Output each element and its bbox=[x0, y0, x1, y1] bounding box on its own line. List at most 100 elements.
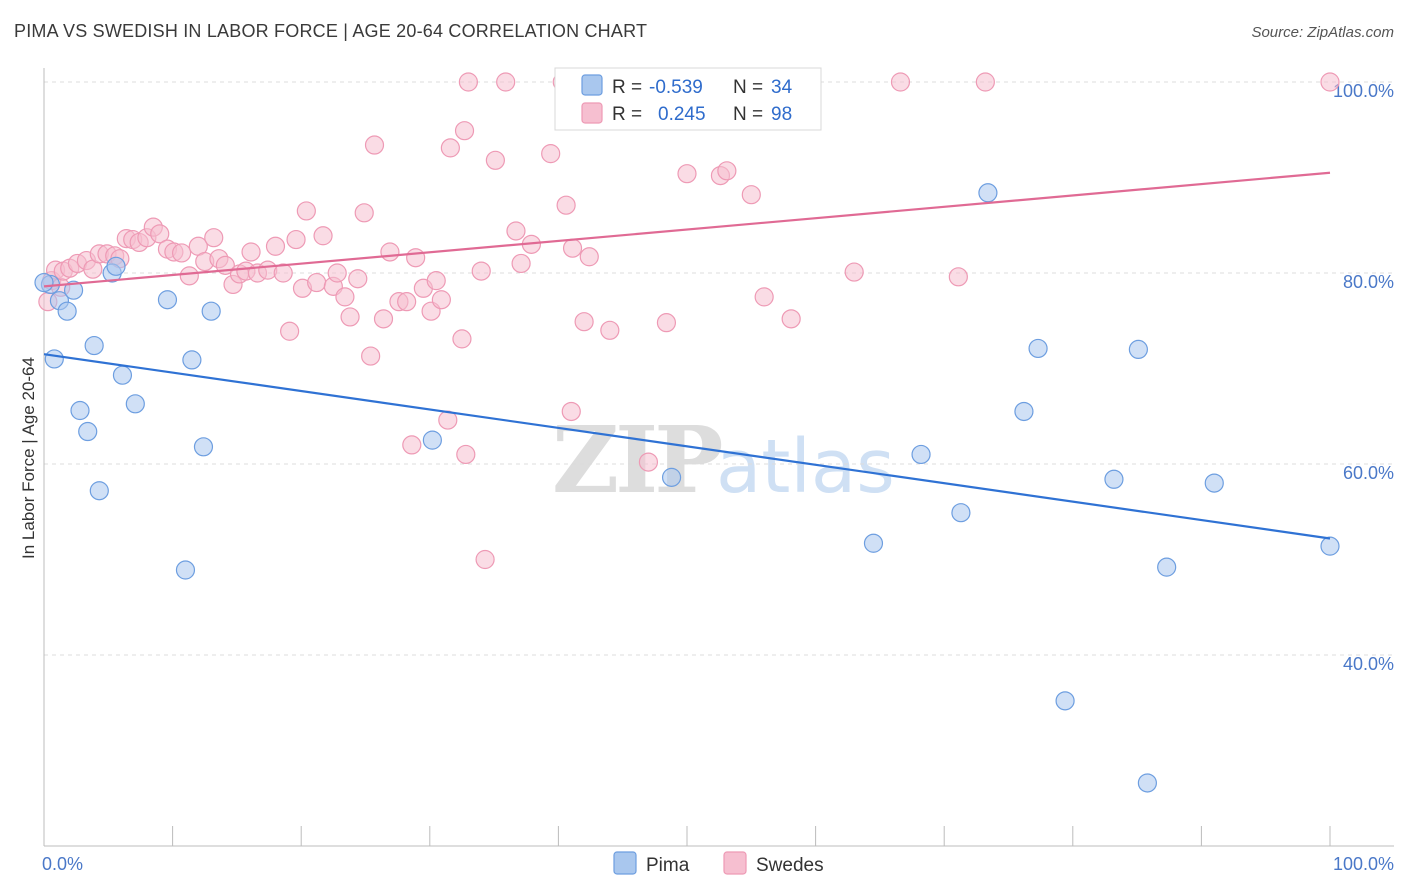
swedes-point-63 bbox=[454, 121, 475, 141]
pima-legend-swatch bbox=[581, 74, 603, 96]
swedes-point-37 bbox=[286, 229, 306, 250]
chart-title: PIMA VS SWEDISH IN LABOR FORCE | AGE 20-… bbox=[14, 21, 648, 41]
pima-point-15 bbox=[182, 350, 202, 370]
swedes-point-45 bbox=[340, 307, 360, 327]
swedes-point-18 bbox=[150, 224, 170, 244]
source-credit: Source: ZipAtlas.com bbox=[1251, 24, 1394, 41]
swedes-point-77 bbox=[562, 238, 583, 258]
swedes-point-82 bbox=[656, 313, 677, 333]
swedes-point-47 bbox=[354, 203, 374, 223]
pima-point-16 bbox=[193, 437, 214, 457]
pima-point-21 bbox=[863, 533, 884, 553]
pima-point-2 bbox=[44, 349, 64, 369]
swedes-point-91 bbox=[948, 267, 968, 287]
y-tick-label-100: 100.0% bbox=[1333, 81, 1394, 101]
swedes-point-48 bbox=[361, 346, 381, 366]
pima-point-30 bbox=[1157, 557, 1177, 577]
pima-point-29 bbox=[1137, 773, 1157, 793]
pima-point-13 bbox=[157, 290, 178, 310]
swedes-point-35 bbox=[273, 263, 293, 283]
swedes-point-76 bbox=[561, 401, 581, 422]
pima-point-12 bbox=[125, 394, 145, 414]
pima-point-23 bbox=[951, 503, 971, 523]
swedes-point-43 bbox=[327, 263, 347, 283]
swedes-point-75 bbox=[556, 195, 576, 215]
swedes-point-46 bbox=[348, 269, 368, 289]
y-tick-label-80: 80.0% bbox=[1343, 272, 1394, 292]
swedes-point-71 bbox=[511, 253, 531, 274]
x-tick-label-max: 100.0% bbox=[1333, 854, 1394, 874]
pima-point-32 bbox=[1320, 536, 1340, 556]
pima-point-27 bbox=[1104, 469, 1124, 489]
pima-point-33 bbox=[34, 272, 54, 293]
y-tick-label-60: 60.0% bbox=[1343, 463, 1394, 483]
swedes-point-44 bbox=[335, 287, 355, 307]
swedes-point-40 bbox=[307, 272, 327, 293]
swedes-point-81 bbox=[638, 452, 659, 472]
legend-pima-label[interactable]: Pima bbox=[646, 855, 690, 876]
swedes-point-79 bbox=[579, 247, 599, 267]
pima-trend-line bbox=[43, 353, 1331, 540]
swedes-point-88 bbox=[781, 309, 801, 329]
swedes-point-54 bbox=[402, 435, 422, 455]
swedes-r-label: R = bbox=[612, 104, 642, 125]
pima-point-14 bbox=[175, 560, 196, 580]
swedes-point-55 bbox=[406, 248, 426, 268]
pima-point-7 bbox=[84, 335, 104, 356]
pima-point-24 bbox=[1014, 401, 1034, 422]
pima-point-17 bbox=[201, 301, 221, 321]
swedes-point-36 bbox=[280, 321, 300, 341]
swedes-point-93 bbox=[1320, 72, 1340, 92]
swedes-n-label: N = bbox=[733, 104, 763, 125]
x-tick-marks bbox=[172, 826, 1331, 846]
pima-r-value: -0.539 bbox=[649, 77, 703, 98]
pima-point-4 bbox=[63, 280, 84, 300]
swedes-point-61 bbox=[440, 138, 460, 158]
pima-point-28 bbox=[1128, 339, 1148, 359]
stats-legend: R = -0.539 N = 34 R = 0.245 N = 98 bbox=[554, 67, 822, 131]
swedes-point-62 bbox=[452, 329, 472, 349]
swedes-series bbox=[38, 72, 1340, 570]
swedes-r-value: 0.245 bbox=[658, 104, 706, 125]
pima-point-5 bbox=[70, 400, 90, 421]
swedes-point-78 bbox=[574, 312, 594, 332]
swedes-point-65 bbox=[458, 72, 478, 92]
pima-point-26 bbox=[1055, 691, 1075, 711]
swedes-point-70 bbox=[506, 221, 526, 241]
swedes-point-21 bbox=[172, 243, 192, 263]
pima-point-10 bbox=[106, 256, 126, 276]
swedes-point-73 bbox=[541, 144, 561, 164]
swedes-point-87 bbox=[754, 287, 774, 307]
legend-swedes-swatch[interactable] bbox=[723, 851, 747, 875]
legend-swedes-label[interactable]: Swedes bbox=[756, 855, 824, 876]
pima-n-label: N = bbox=[733, 77, 763, 98]
pima-point-20 bbox=[978, 183, 998, 203]
pima-point-19 bbox=[661, 467, 682, 487]
y-tick-label-40: 40.0% bbox=[1343, 654, 1394, 674]
trend-lines bbox=[43, 171, 1331, 540]
legend-pima-swatch[interactable] bbox=[613, 851, 637, 875]
swedes-point-89 bbox=[844, 262, 864, 282]
pima-point-11 bbox=[112, 365, 133, 385]
bottom-legend: Pima Swedes bbox=[613, 851, 824, 876]
swedes-point-83 bbox=[677, 164, 697, 184]
swedes-point-67 bbox=[475, 549, 495, 570]
pima-r-label: R = bbox=[612, 77, 642, 98]
swedes-point-22 bbox=[179, 266, 199, 286]
x-tick-label-min: 0.0% bbox=[42, 854, 83, 874]
swedes-point-80 bbox=[600, 320, 620, 340]
pima-point-6 bbox=[78, 421, 98, 442]
swedes-point-69 bbox=[496, 72, 516, 92]
pima-point-22 bbox=[911, 444, 931, 465]
pima-point-8 bbox=[89, 481, 109, 501]
swedes-point-39 bbox=[296, 201, 316, 221]
swedes-point-25 bbox=[204, 228, 224, 248]
swedes-point-85 bbox=[717, 161, 737, 181]
swedes-legend-swatch bbox=[581, 102, 603, 124]
swedes-point-49 bbox=[364, 135, 385, 155]
swedes-point-86 bbox=[741, 185, 761, 205]
swedes-point-31 bbox=[241, 242, 261, 262]
watermark-atlas: atlas bbox=[716, 424, 895, 510]
swedes-point-34 bbox=[265, 236, 286, 256]
